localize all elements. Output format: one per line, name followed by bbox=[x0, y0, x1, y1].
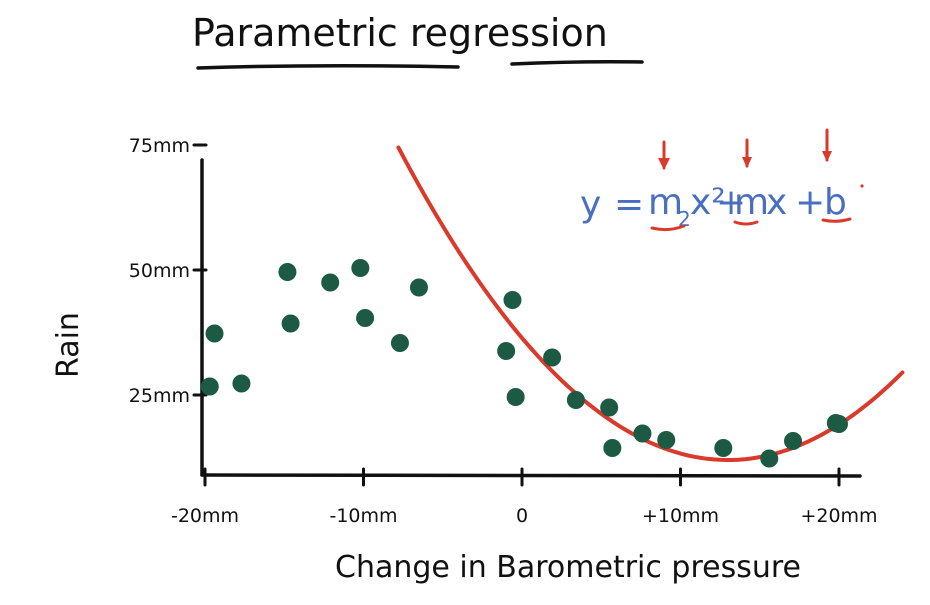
y-tick-label: 50mm bbox=[129, 260, 190, 282]
equation-plus-1: + bbox=[716, 182, 746, 223]
data-point bbox=[603, 439, 622, 457]
data-point bbox=[356, 309, 375, 327]
equation-equals: = bbox=[614, 184, 644, 225]
data-point bbox=[830, 415, 848, 433]
data-points bbox=[200, 259, 848, 468]
equation-dot bbox=[860, 184, 864, 188]
data-point bbox=[281, 314, 300, 333]
data-point bbox=[760, 449, 779, 468]
equation-y: y bbox=[580, 184, 601, 225]
data-point bbox=[714, 439, 733, 457]
data-point bbox=[600, 398, 619, 417]
x-ticks: -20mm -10mm 0 +10mm +20mm bbox=[171, 467, 878, 527]
data-point bbox=[232, 374, 251, 393]
y-ticks: 25mm 50mm 75mm bbox=[129, 135, 208, 407]
data-point bbox=[278, 263, 297, 281]
data-point bbox=[784, 432, 803, 450]
arrow-down-icon bbox=[742, 138, 752, 168]
x-tick-label: -10mm bbox=[329, 505, 397, 527]
data-point bbox=[200, 377, 219, 396]
x-tick-label: 0 bbox=[516, 505, 528, 527]
m2-underline bbox=[650, 224, 686, 232]
equation-b: b bbox=[824, 182, 847, 223]
y-tick-label: 25mm bbox=[129, 385, 190, 407]
data-point bbox=[205, 324, 224, 343]
arrow-down-icon bbox=[822, 128, 832, 162]
equation-x: x bbox=[766, 182, 787, 223]
data-point bbox=[566, 391, 585, 409]
b-underline bbox=[821, 217, 852, 223]
equation-x-squared: x² bbox=[690, 182, 726, 223]
data-point bbox=[633, 424, 652, 443]
data-point bbox=[506, 388, 525, 406]
equation-sub-2: 2 bbox=[678, 207, 691, 231]
title-underline-2 bbox=[510, 60, 644, 66]
data-point bbox=[351, 259, 370, 277]
m-underline bbox=[733, 220, 759, 226]
regression-curve bbox=[396, 145, 905, 462]
equation-m: m bbox=[734, 182, 769, 223]
y-axis-label: Rain bbox=[51, 312, 86, 378]
equation: y = m 2 x² + m x + b bbox=[580, 128, 864, 232]
y-tick-label: 75mm bbox=[129, 135, 190, 157]
data-point bbox=[503, 291, 522, 309]
data-point bbox=[497, 342, 516, 360]
data-point bbox=[390, 334, 409, 352]
x-tick-label: -20mm bbox=[171, 505, 239, 527]
x-axis-label: Change in Barometric pressure bbox=[335, 550, 801, 585]
x-axis bbox=[200, 473, 862, 478]
data-point bbox=[657, 431, 676, 449]
x-tick-label: +10mm bbox=[642, 505, 719, 527]
arrow-down-icon bbox=[658, 140, 670, 170]
equation-m2: m bbox=[648, 182, 683, 223]
data-point bbox=[321, 273, 340, 292]
chart-title: Parametric regression bbox=[192, 11, 608, 55]
title-underline-1 bbox=[196, 63, 460, 70]
data-point bbox=[409, 278, 428, 297]
equation-plus-2: + bbox=[795, 182, 825, 223]
data-point bbox=[543, 348, 562, 367]
x-tick-label: +20mm bbox=[800, 505, 877, 527]
